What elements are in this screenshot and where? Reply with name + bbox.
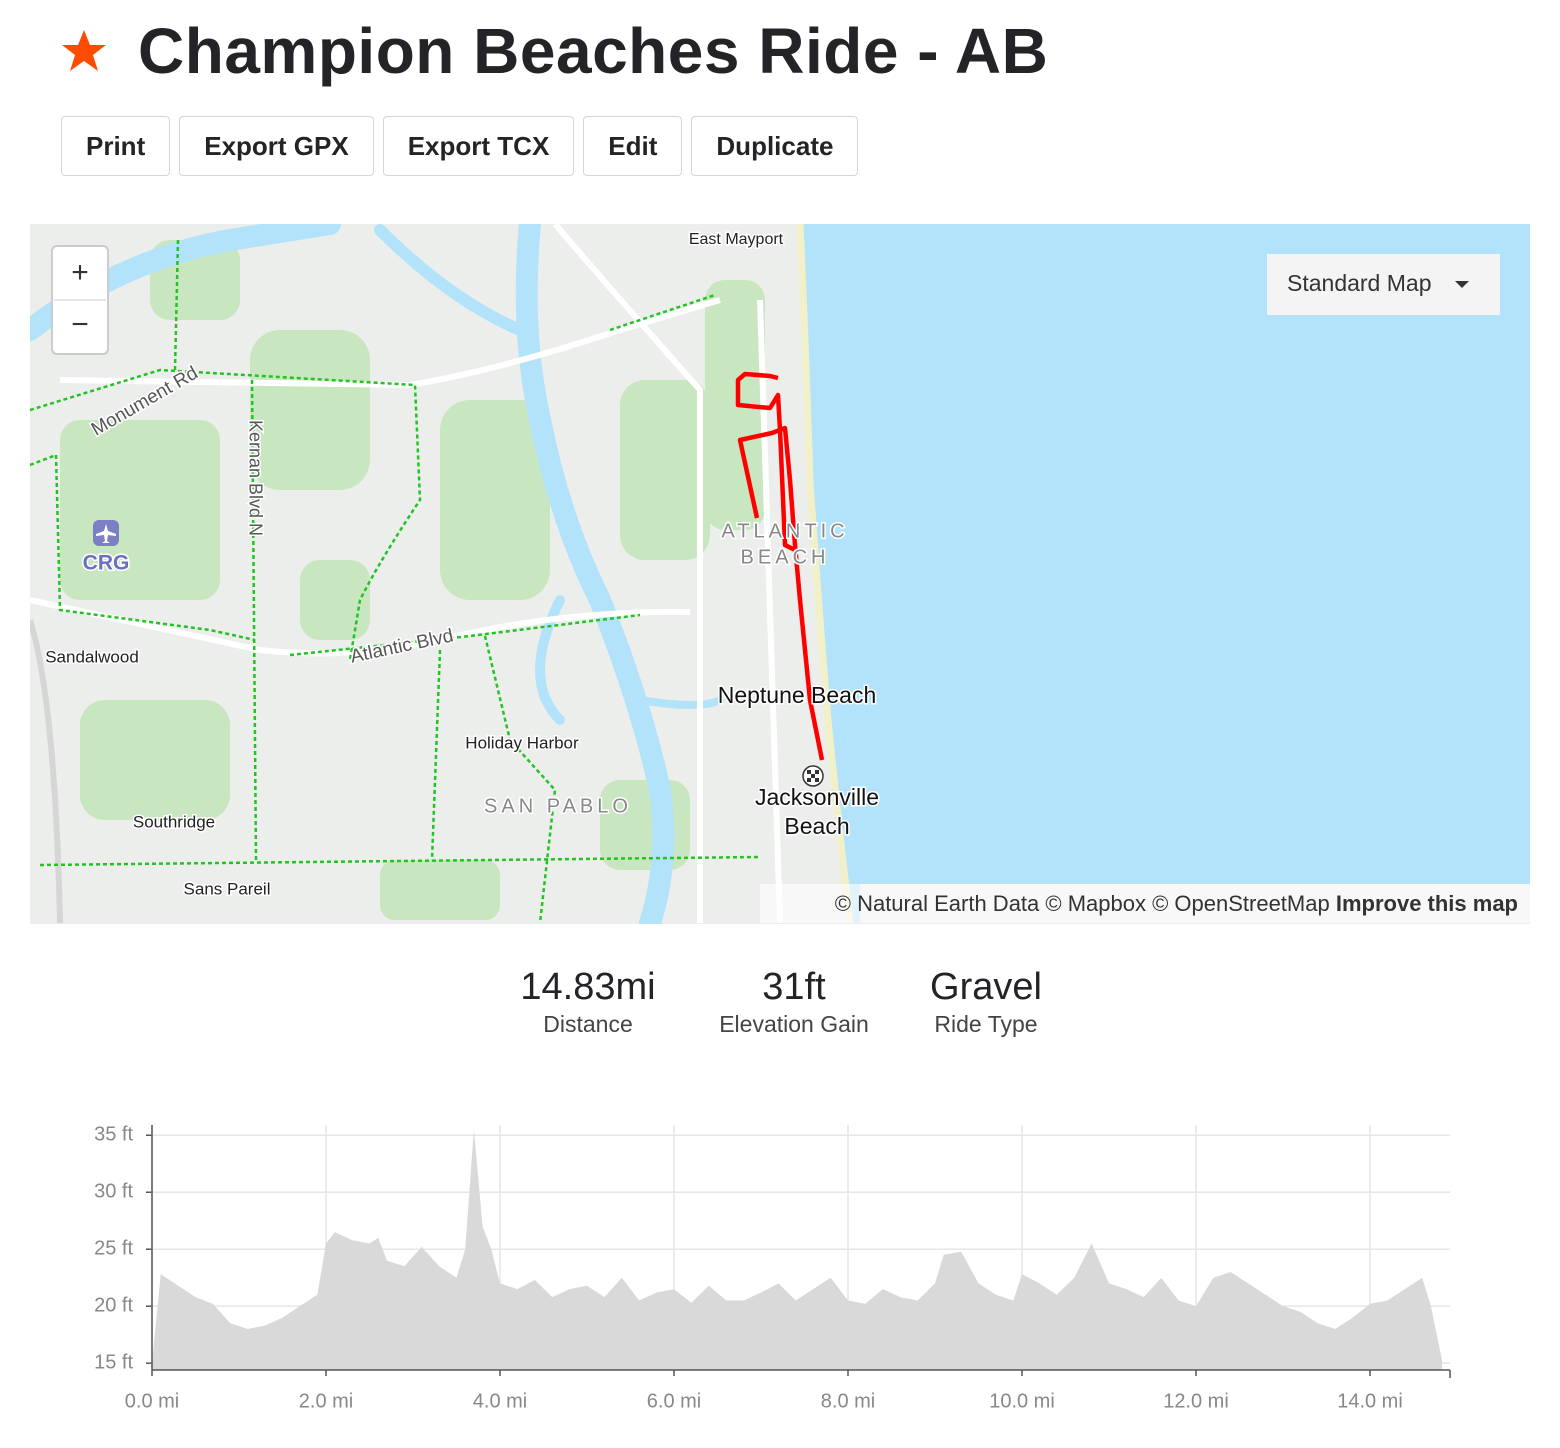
style-label[interactable]: Standard Map bbox=[1287, 270, 1431, 296]
action-button[interactable]: Print bbox=[61, 116, 171, 176]
elevation-area bbox=[152, 1129, 1443, 1370]
map-label: East Mayport bbox=[689, 231, 784, 248]
roads bbox=[30, 224, 783, 924]
ocean bbox=[800, 224, 1530, 923]
action-buttons: Print Export GPX Export TCX Edit Duplicate bbox=[61, 116, 859, 176]
map-label: ATLANTIC bbox=[721, 520, 848, 542]
action-button[interactable]: Export TCX bbox=[382, 116, 575, 176]
action-button[interactable]: Duplicate bbox=[691, 116, 859, 176]
x-tick-label: 12.0 mi bbox=[1163, 1390, 1229, 1412]
stat-value: 14.83mi bbox=[520, 966, 656, 1008]
attribution-text: © Natural Earth Data © Mapbox © OpenStre… bbox=[835, 891, 1330, 916]
stat-label: Elevation Gain bbox=[719, 1011, 869, 1037]
map-label: Sans Pareil bbox=[184, 879, 271, 898]
parks bbox=[60, 240, 765, 920]
x-tick-label: 2.0 mi bbox=[299, 1390, 353, 1412]
stat-label: Ride Type bbox=[934, 1011, 1038, 1037]
x-tick-label: 14.0 mi bbox=[1337, 1390, 1403, 1412]
improve-link[interactable]: Improve this map bbox=[1336, 891, 1518, 916]
map-label: Neptune Beach bbox=[718, 682, 877, 708]
y-tick-label: 30 ft bbox=[94, 1181, 133, 1203]
stat: 31ft Elevation Gain bbox=[674, 966, 914, 1038]
zoom-out[interactable]: − bbox=[71, 308, 89, 341]
map-label: Kernan Blvd N bbox=[245, 420, 265, 536]
map-label: SAN PABLO bbox=[484, 795, 632, 817]
y-tick-label: 15 ft bbox=[94, 1351, 133, 1373]
y-tick-label: 25 ft bbox=[94, 1237, 133, 1259]
style-select[interactable]: Standard Map bbox=[1267, 254, 1500, 315]
map-label: BEACH bbox=[741, 546, 830, 568]
route bbox=[735, 371, 825, 761]
route-title: Champion Beaches Ride - AB bbox=[138, 15, 1049, 87]
x-tick-label: 4.0 mi bbox=[473, 1390, 527, 1412]
elevation-chart: 15 ft 20 ft 25 ft 30 ft 35 ft 0.0 mi 2.0 mi 4.0… bbox=[94, 1124, 1451, 1412]
stat: Gravel Ride Type bbox=[866, 966, 1106, 1038]
action-button[interactable]: Export GPX bbox=[179, 116, 374, 176]
x-tick-label: 8.0 mi bbox=[821, 1390, 875, 1412]
stat: 14.83mi Distance bbox=[468, 966, 708, 1038]
attribution: © Natural Earth Data © Mapbox © OpenStre… bbox=[835, 891, 1518, 916]
action-button[interactable]: Edit bbox=[583, 116, 683, 176]
zoom-control: + − bbox=[51, 245, 109, 355]
trails bbox=[30, 239, 761, 924]
map-label: Holiday Harbor bbox=[465, 733, 579, 752]
beach bbox=[796, 224, 854, 924]
stat-value: 31ft bbox=[762, 966, 826, 1008]
favorite-star[interactable] bbox=[60, 28, 108, 74]
airport-icon bbox=[93, 520, 119, 546]
x-tick-label: 10.0 mi bbox=[989, 1390, 1055, 1412]
attribution-bg bbox=[760, 884, 1530, 923]
stat-value: Gravel bbox=[930, 966, 1042, 1008]
map-label: Jacksonville bbox=[755, 784, 879, 810]
map-label: Southridge bbox=[133, 812, 215, 831]
stat-label: Distance bbox=[543, 1011, 633, 1037]
finish-flag bbox=[802, 765, 824, 787]
zoom-in[interactable]: + bbox=[71, 256, 89, 289]
x-tick-label: 0.0 mi bbox=[125, 1390, 179, 1412]
map-label: Beach bbox=[784, 813, 849, 839]
map-label: CRG bbox=[83, 552, 130, 575]
map-label: Sandalwood bbox=[45, 647, 139, 666]
y-tick-label: 20 ft bbox=[94, 1294, 133, 1316]
x-tick-label: 6.0 mi bbox=[647, 1390, 701, 1412]
y-tick-label: 35 ft bbox=[94, 1124, 133, 1146]
